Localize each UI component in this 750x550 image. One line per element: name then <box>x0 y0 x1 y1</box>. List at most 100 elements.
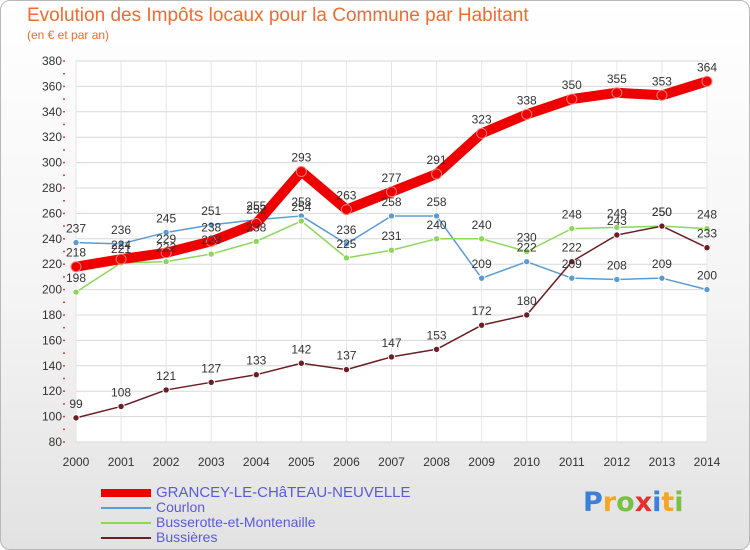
x-tick-label: 2003 <box>198 455 225 469</box>
data-label-1: 251 <box>201 204 221 218</box>
data-label-2: 221 <box>111 242 131 256</box>
data-label-0: 355 <box>607 72 627 86</box>
data-point-3 <box>252 370 260 379</box>
data-label-3: 243 <box>607 214 627 228</box>
data-label-2: 228 <box>201 233 221 247</box>
data-label-1: 237 <box>66 222 86 236</box>
x-tick-label: 2011 <box>559 455 585 469</box>
data-point-0 <box>701 75 713 87</box>
data-point-0 <box>431 168 443 180</box>
data-point-2 <box>162 257 170 266</box>
y-tick-label: 320 <box>42 130 62 144</box>
data-point-1 <box>72 238 80 247</box>
data-point-3 <box>342 365 351 374</box>
legend-label-bussieres: Bussières <box>156 529 218 545</box>
data-point-2 <box>342 254 351 262</box>
data-label-1: 258 <box>291 195 311 209</box>
y-tick-label: 180 <box>42 308 62 322</box>
data-point-2 <box>387 246 396 254</box>
data-label-0: 277 <box>381 171 401 185</box>
x-tick-label: 2001 <box>108 455 135 469</box>
data-point-0 <box>160 247 172 259</box>
legend-swatch-grancey <box>101 489 151 497</box>
data-point-1 <box>342 240 351 248</box>
data-point-0 <box>611 87 623 99</box>
data-point-0 <box>250 218 262 230</box>
data-point-1 <box>477 274 486 282</box>
data-label-2: 222 <box>156 241 176 255</box>
data-label-1: 200 <box>697 269 717 283</box>
data-point-3 <box>387 353 396 361</box>
data-label-1: 258 <box>427 195 447 209</box>
data-point-2 <box>477 235 486 243</box>
y-tick-label: 160 <box>42 333 62 347</box>
data-point-3 <box>117 402 125 411</box>
data-label-3: 133 <box>246 354 266 368</box>
data-label-3: 153 <box>427 328 447 342</box>
data-point-3 <box>72 414 80 422</box>
data-label-2: 198 <box>66 271 86 285</box>
y-tick-label: 340 <box>42 105 62 119</box>
data-label-0: 263 <box>336 189 356 203</box>
y-tick-label: 100 <box>42 410 62 424</box>
logo-letter: o <box>616 487 635 518</box>
data-point-0 <box>205 235 217 247</box>
data-label-2: 225 <box>336 237 356 251</box>
data-label-3: 137 <box>336 349 356 363</box>
data-label-1: 255 <box>246 199 266 213</box>
data-label-3: 222 <box>562 241 582 255</box>
data-point-0 <box>476 127 488 139</box>
data-point-3 <box>297 359 306 367</box>
data-point-1 <box>432 212 441 220</box>
x-tick-label: 2010 <box>513 455 540 469</box>
data-label-3: 147 <box>381 336 401 350</box>
x-tick-label: 2006 <box>333 455 360 469</box>
y-tick-label: 140 <box>42 359 62 373</box>
y-tick-label: 200 <box>42 283 62 297</box>
data-point-0 <box>70 261 82 273</box>
y-tick-label: 300 <box>42 156 62 170</box>
y-tick-label: 380 <box>42 54 62 68</box>
data-point-3 <box>207 378 215 387</box>
data-label-0: 238 <box>201 220 221 234</box>
logo-letter: x <box>634 487 653 518</box>
data-point-0 <box>521 108 533 120</box>
legend-label-grancey: GRANCEY-LE-CHâTEAU-NEUVELLE <box>156 484 411 501</box>
data-point-3 <box>162 386 170 394</box>
data-point-3 <box>523 311 531 319</box>
x-tick-label: 2013 <box>649 455 676 469</box>
data-label-0: 364 <box>697 60 717 74</box>
data-point-1 <box>387 212 396 220</box>
data-point-2 <box>523 247 531 256</box>
x-tick-label: 2009 <box>468 455 495 469</box>
data-point-0 <box>386 186 397 198</box>
data-point-3 <box>613 231 621 239</box>
data-point-2 <box>568 224 576 233</box>
data-label-0: 224 <box>111 238 131 252</box>
logo-letter: i <box>674 487 684 518</box>
data-label-2: 240 <box>427 218 447 232</box>
data-label-2: 240 <box>472 218 492 232</box>
data-point-1 <box>207 221 215 229</box>
data-label-3: 180 <box>517 294 537 308</box>
data-point-1 <box>613 275 621 284</box>
data-point-3 <box>568 257 576 266</box>
data-label-2: 250 <box>652 205 672 219</box>
y-tick-label: 360 <box>42 79 62 93</box>
data-point-3 <box>477 321 486 329</box>
data-point-3 <box>658 222 666 230</box>
x-tick-label: 2002 <box>153 455 180 469</box>
data-point-2 <box>703 224 711 233</box>
data-label-0: 252 <box>246 203 266 217</box>
data-label-3: 250 <box>652 205 672 219</box>
data-point-0 <box>340 204 352 216</box>
data-point-1 <box>568 274 576 282</box>
data-label-1: 209 <box>562 257 582 271</box>
data-point-3 <box>432 345 441 353</box>
y-tick-label: 280 <box>42 181 62 195</box>
x-tick-label: 2014 <box>694 455 721 469</box>
data-point-0 <box>656 89 668 101</box>
x-tick-label: 2012 <box>604 455 631 469</box>
data-label-1: 236 <box>336 223 356 237</box>
